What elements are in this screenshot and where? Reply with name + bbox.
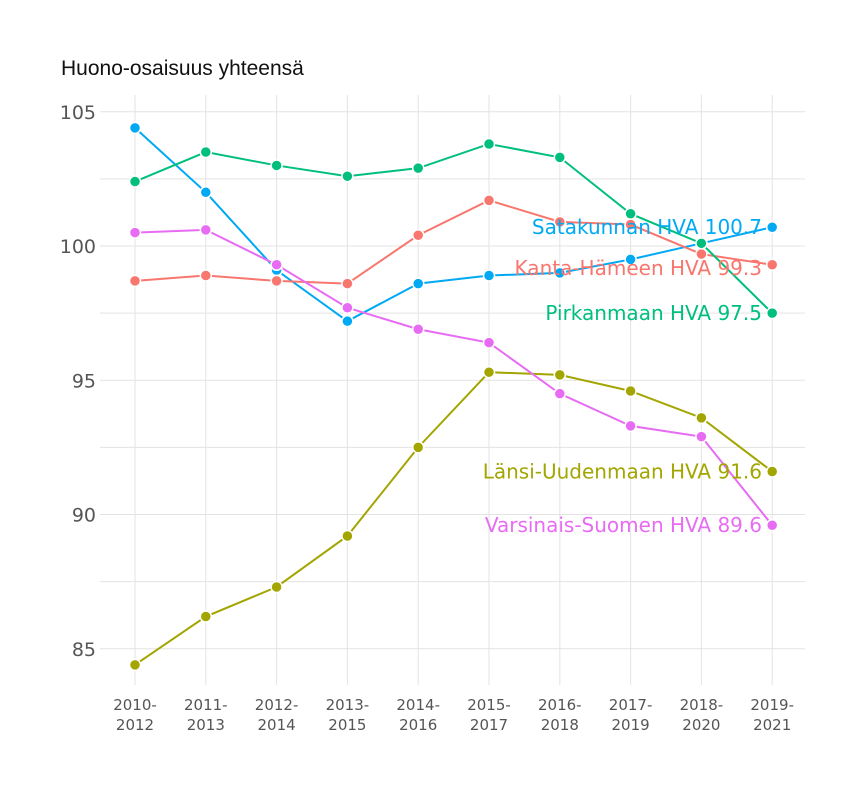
series-end-label: Pirkanmaan HVA 97.5 (545, 301, 762, 325)
series-end-label: Kanta-Hämeen HVA 99.3 (515, 256, 762, 280)
series-line (134, 371, 773, 666)
series-line (134, 199, 773, 285)
x-tick-label: 2018- (680, 696, 724, 714)
data-point (199, 223, 213, 237)
y-tick-label: 100 (60, 236, 96, 258)
data-point (199, 269, 213, 282)
data-point (482, 365, 496, 379)
data-point (341, 314, 354, 328)
x-tick-label: 2013 (187, 716, 225, 734)
data-point (553, 387, 567, 400)
data-point (695, 411, 708, 425)
data-point (765, 465, 779, 478)
y-tick-label: 95 (72, 370, 96, 392)
x-tick-label: 2019 (612, 716, 650, 734)
data-point (553, 215, 567, 229)
series-line (134, 228, 773, 526)
data-point (765, 306, 779, 320)
data-point (341, 301, 354, 315)
data-point (553, 266, 567, 280)
data-point (199, 145, 213, 159)
data-point (128, 226, 142, 239)
data-point (270, 159, 283, 172)
x-tick-label: 2014- (396, 696, 440, 714)
data-point (411, 277, 425, 290)
data-point (341, 529, 354, 543)
y-tick-label: 90 (72, 505, 96, 527)
data-point (270, 258, 283, 272)
x-tick-label: 2010- (113, 696, 157, 714)
data-point (270, 274, 283, 288)
data-point (624, 384, 637, 398)
series-end-label: Satakunnan HVA 100.7 (532, 215, 762, 239)
data-point (624, 207, 637, 221)
x-tick-label: 2016 (399, 716, 437, 734)
x-tick-label: 2013- (326, 696, 370, 714)
x-tick-label: 2012- (255, 696, 299, 714)
data-point (482, 269, 496, 282)
data-point (411, 229, 425, 242)
data-point (199, 186, 213, 199)
data-point (411, 441, 425, 454)
x-tick-label: 2020 (682, 716, 720, 734)
data-point (411, 161, 425, 175)
data-point (128, 175, 142, 188)
data-point (482, 137, 496, 151)
y-tick-label: 85 (72, 639, 96, 661)
y-tick-label: 105 (60, 102, 96, 124)
data-point (128, 274, 142, 288)
data-point (128, 121, 142, 135)
chart-title: Huono-osaisuus yhteensä (61, 57, 304, 80)
data-point (765, 258, 779, 272)
series-line (134, 142, 773, 314)
data-point (765, 220, 779, 234)
data-point (553, 368, 567, 382)
data-point (128, 658, 142, 672)
x-tick-label: 2017- (609, 696, 653, 714)
x-tick-label: 2019- (750, 696, 794, 714)
x-tick-label: 2021 (753, 716, 791, 734)
data-point (199, 610, 213, 623)
x-tick-label: 2015 (328, 716, 366, 734)
series-end-label: Varsinais-Suomen HVA 89.6 (485, 513, 762, 537)
x-tick-label: 2015- (467, 696, 511, 714)
data-point (270, 580, 283, 594)
data-point (624, 253, 637, 266)
x-tick-label: 2011- (184, 696, 228, 714)
data-point (341, 169, 354, 183)
data-point (553, 151, 567, 164)
data-point (695, 237, 708, 250)
x-tick-label: 2012 (116, 716, 154, 734)
data-point (765, 518, 779, 532)
series-line (134, 127, 773, 323)
x-tick-label: 2014 (258, 716, 296, 734)
data-point (482, 336, 496, 349)
x-tick-label: 2016- (538, 696, 582, 714)
x-tick-label: 2017 (470, 716, 508, 734)
data-point (341, 277, 354, 290)
data-point (624, 419, 637, 433)
x-tick-label: 2018 (541, 716, 579, 734)
data-point (411, 322, 425, 336)
series-end-label: Länsi-Uudenmaan HVA 91.6 (483, 460, 762, 484)
data-point (695, 430, 708, 443)
data-point (482, 194, 496, 207)
